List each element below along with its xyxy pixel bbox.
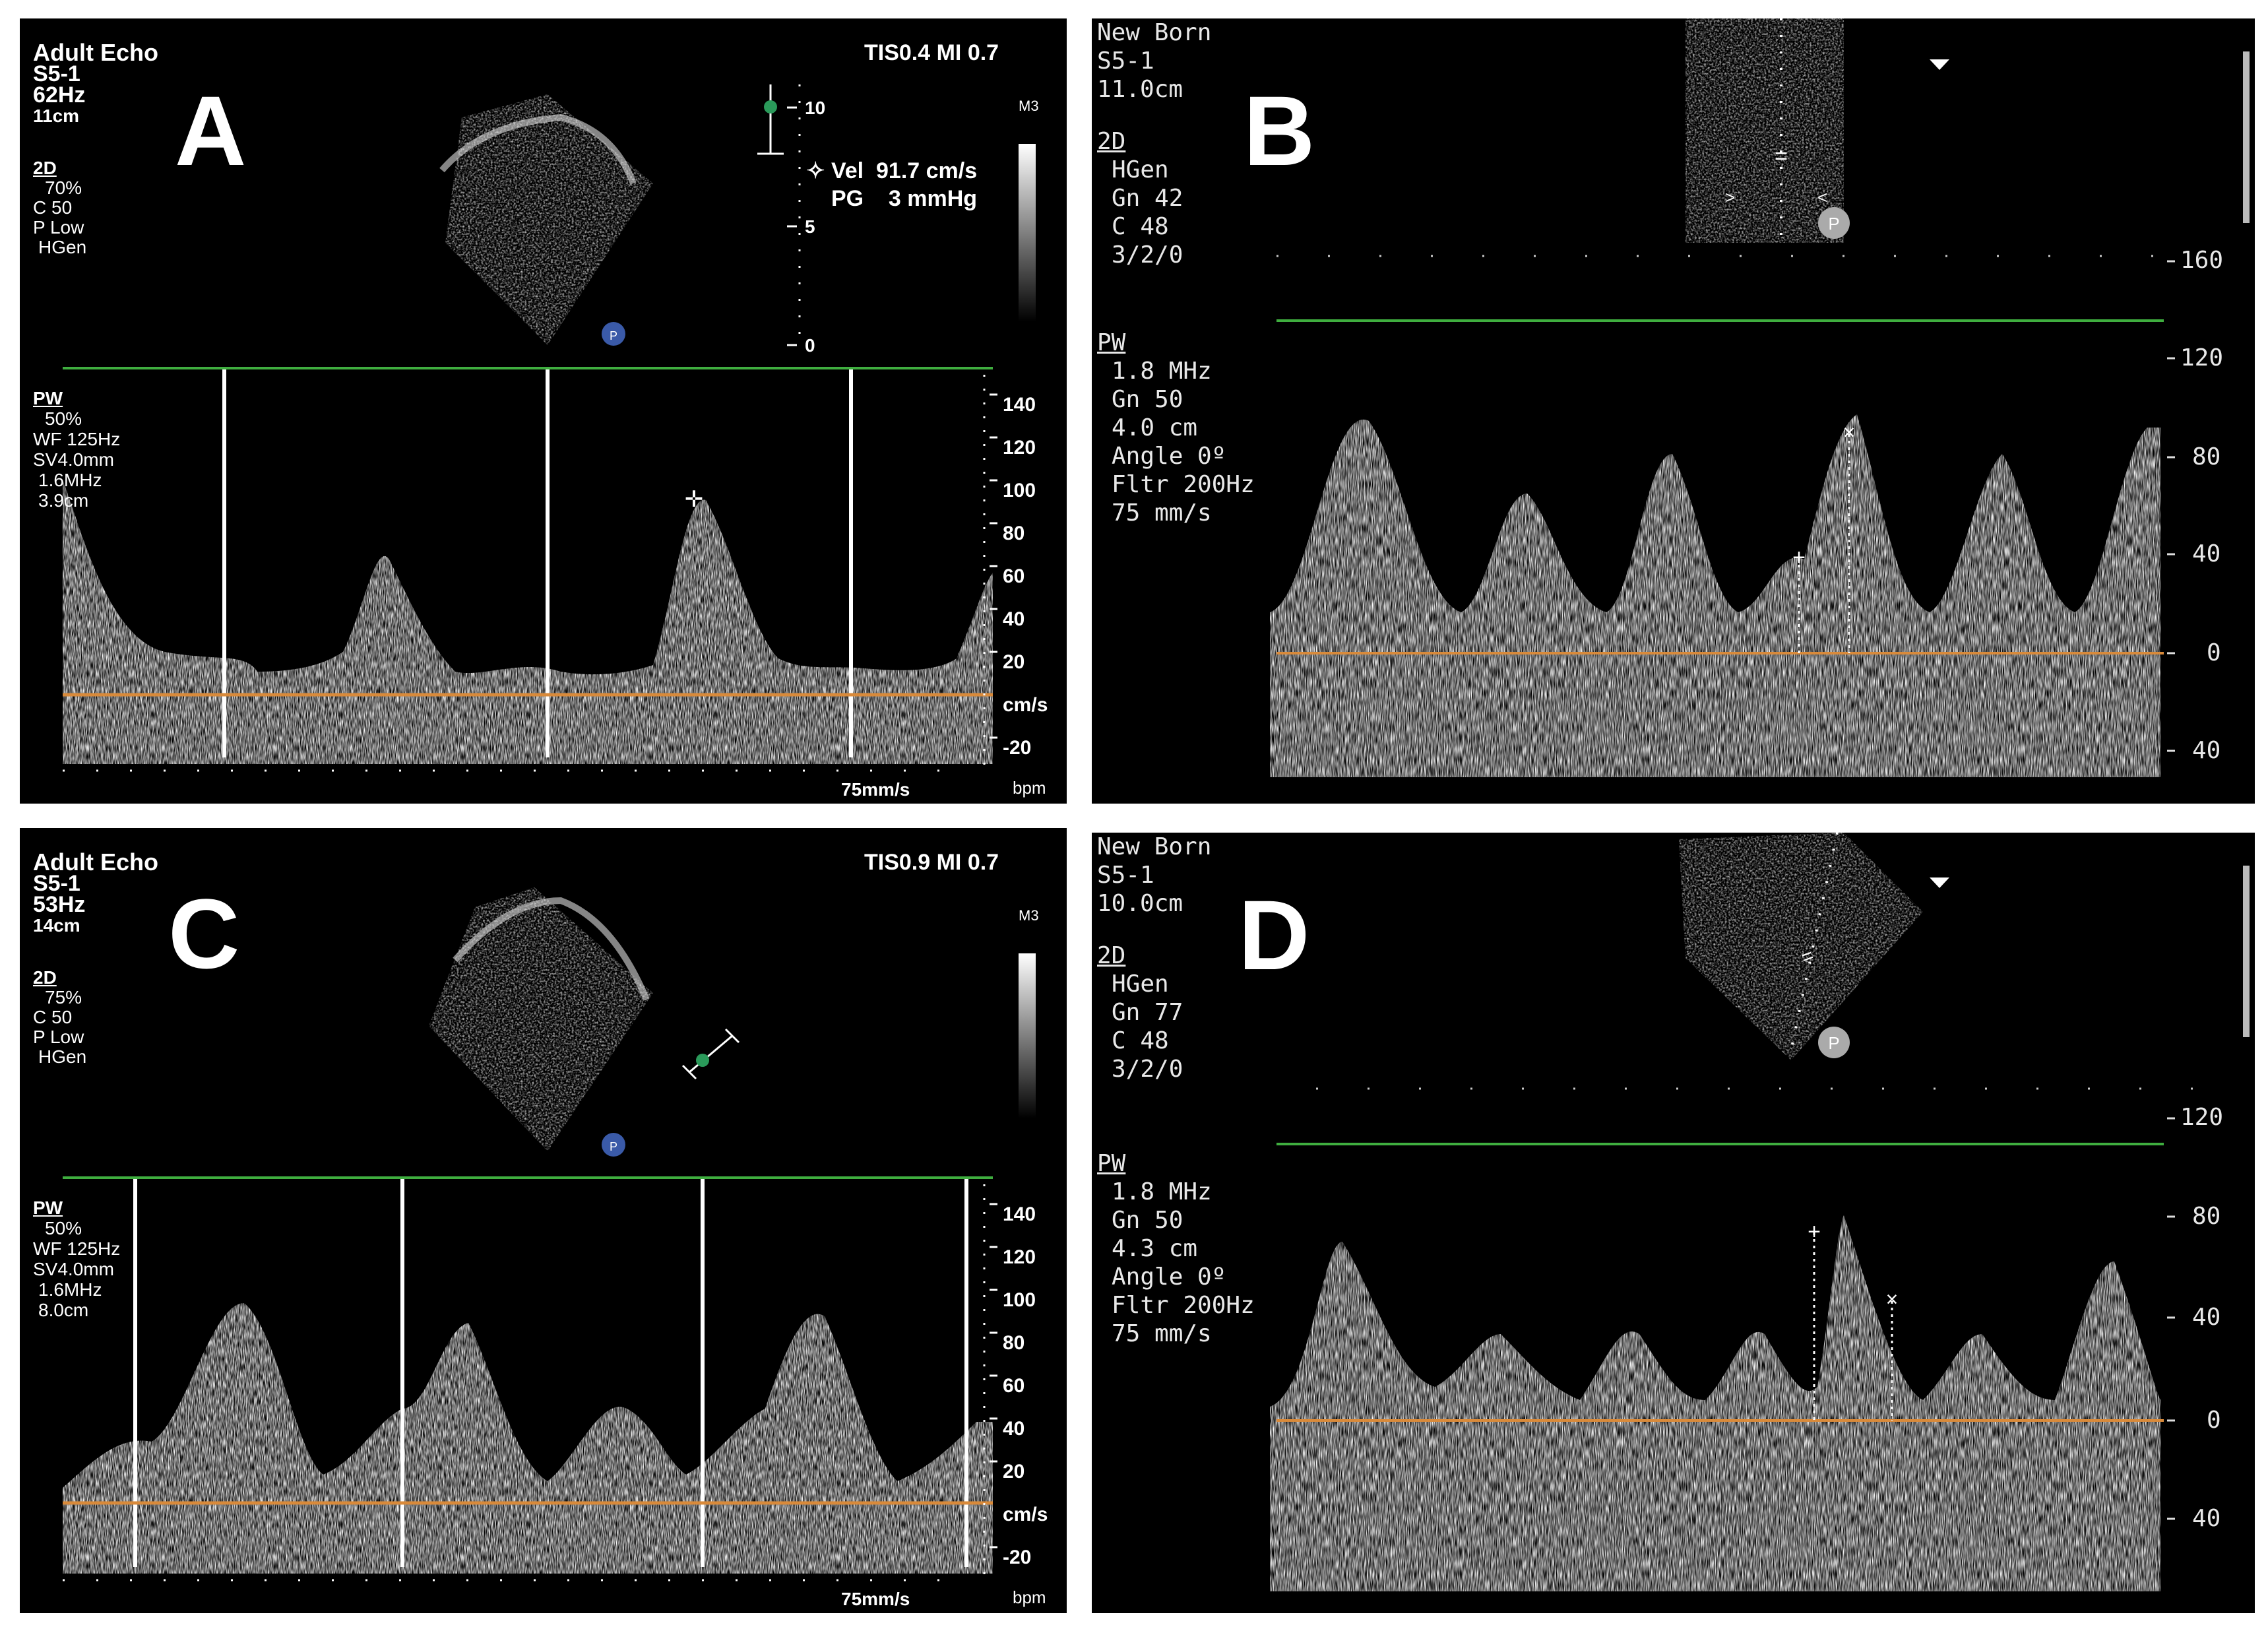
- scale-label-40: 40: [2192, 540, 2221, 567]
- small-scale-10: 10: [805, 98, 826, 118]
- panel-letter: C: [168, 878, 240, 989]
- panel-c: P: [20, 828, 1067, 1613]
- panel-c-graphics: P: [63, 887, 1036, 1581]
- sample-gate-marker: [757, 84, 784, 155]
- measure-cursor-icon: ✛: [685, 487, 704, 512]
- scale-label-neg40: 40: [2192, 737, 2221, 764]
- bpm-label: bpm: [1013, 1587, 1046, 1607]
- small-scale-0: 0: [805, 335, 815, 356]
- scale-label-0: 0: [2207, 1407, 2221, 1434]
- svg-text:P: P: [1828, 1033, 1839, 1053]
- scale-label-160: 160: [2180, 247, 2224, 274]
- scale-label-0: 0: [2207, 639, 2221, 666]
- pw-info: PW 50% WF 125Hz SV4.0mm 1.6MHz 3.9cm: [33, 388, 121, 511]
- caliper-x-icon: ×: [1886, 1287, 1899, 1311]
- caliper-plus-icon: +: [1792, 545, 1806, 570]
- m3-label: M3: [1019, 98, 1039, 114]
- doppler-spikes: [222, 369, 853, 757]
- velocity-scale: [983, 1184, 997, 1580]
- caliper-x-icon: ×: [1843, 420, 1856, 444]
- panel-a: P ✛: [20, 18, 1067, 804]
- grayscale-bar: [1019, 144, 1036, 322]
- doppler-spectrum: [63, 480, 993, 764]
- probe-dot: [1818, 207, 1850, 239]
- svg-text:P: P: [610, 329, 617, 342]
- mode-2d-info: 2D HGen Gn 42 C 48 3/2/0: [1097, 128, 1183, 269]
- scale-label-80: 80: [2192, 443, 2221, 470]
- mode-2d-info: 2D 70% C 50 P Low HGen: [33, 158, 87, 257]
- doppler-spectrum: [63, 1303, 993, 1574]
- svg-text:P: P: [610, 1140, 617, 1153]
- header-info: New Born S5-1 11.0cm: [1097, 19, 1212, 103]
- panel-letter: A: [175, 75, 247, 186]
- velocity-scale-labels: 140 120 100 80 60 40 20 cm/s -20: [1003, 1203, 1048, 1568]
- doppler-spectrum: [1270, 1215, 2160, 1591]
- sector-2d-image: [429, 887, 653, 1151]
- velocity-scale: [2167, 260, 2175, 752]
- sample-gate-marker: [681, 1028, 740, 1080]
- m3-label: M3: [1019, 907, 1039, 924]
- tis-mi-readout: TIS0.4 MI 0.7: [864, 40, 999, 65]
- mode-2d-info: 2D HGen Gn 77 C 48 3/2/0: [1097, 942, 1183, 1083]
- sweep-speed: 75mm/s: [841, 1589, 910, 1609]
- panel-d-graphics: = P + ×: [1270, 833, 2250, 1591]
- svg-text:>: >: [1725, 187, 1735, 207]
- sector-2d-image: [1679, 833, 1923, 1060]
- panel-b: = > < P + × New Born S5-1 11.0cm 2D: [1092, 18, 2255, 804]
- grayscale-bar: [1019, 953, 1036, 1118]
- velocity-scale-labels: 140 120 100 80 60 40 20 cm/s -20: [1003, 394, 1048, 759]
- header-info: New Born S5-1 10.0cm: [1097, 833, 1212, 917]
- probe-dot: [1818, 1027, 1850, 1058]
- scale-label-120: 120: [2180, 1104, 2224, 1131]
- bpm-label: bpm: [1013, 778, 1046, 798]
- tis-mi-readout: TIS0.9 MI 0.7: [864, 850, 999, 875]
- scale-label-40: 40: [2192, 1304, 2221, 1331]
- panel-letter: B: [1244, 75, 1315, 186]
- velocity-scale: [983, 375, 997, 771]
- svg-text:<: <: [1817, 187, 1827, 207]
- measurement-readout: ✧ Vel 91.7 cm/s PG 3 mmHg: [806, 158, 978, 211]
- sweep-speed: 75mm/s: [841, 779, 910, 800]
- panel-d: = P + × New Born S5-1 10.0cm 2D HGen Gn …: [1092, 833, 2255, 1613]
- pw-info: PW 1.8 MHz Gn 50 4.0 cm Angle 0º Fltr 20…: [1097, 329, 1255, 526]
- svg-text:P: P: [1828, 214, 1839, 234]
- scale-label-80: 80: [2192, 1203, 2221, 1230]
- caliper-plus-icon: +: [1808, 1219, 1821, 1244]
- probe-dot: [602, 322, 625, 346]
- sector-2d-image: [445, 94, 653, 345]
- scale-label-120: 120: [2180, 344, 2224, 371]
- pw-info: PW 1.8 MHz Gn 50 4.3 cm Angle 0º Fltr 20…: [1097, 1150, 1255, 1347]
- header-info: Adult Echo S5-1 53Hz 14cm: [33, 848, 158, 936]
- svg-text:=: =: [1775, 144, 1788, 169]
- orientation-marker-icon: [1930, 59, 1949, 70]
- small-scale-5: 5: [805, 216, 815, 237]
- sector-2d-image: [1685, 18, 1844, 243]
- doppler-spectrum: [1270, 414, 2160, 777]
- probe-dot: [602, 1133, 625, 1157]
- scale-label-neg40: 40: [2192, 1505, 2221, 1532]
- pw-info: PW 50% WF 125Hz SV4.0mm 1.6MHz 8.0cm: [33, 1197, 121, 1320]
- panel-a-graphics: P ✛: [63, 84, 1036, 772]
- header-info: Adult Echo S5-1 62Hz 11cm: [33, 39, 158, 127]
- orientation-marker-icon: [1930, 877, 1949, 888]
- depth-scale-small: [787, 84, 801, 348]
- velocity-scale: [2167, 1117, 2175, 1520]
- panel-b-graphics: = > < P + ×: [1270, 18, 2250, 777]
- panel-letter: D: [1238, 879, 1310, 990]
- mode-2d-info: 2D 75% C 50 P Low HGen: [33, 967, 87, 1067]
